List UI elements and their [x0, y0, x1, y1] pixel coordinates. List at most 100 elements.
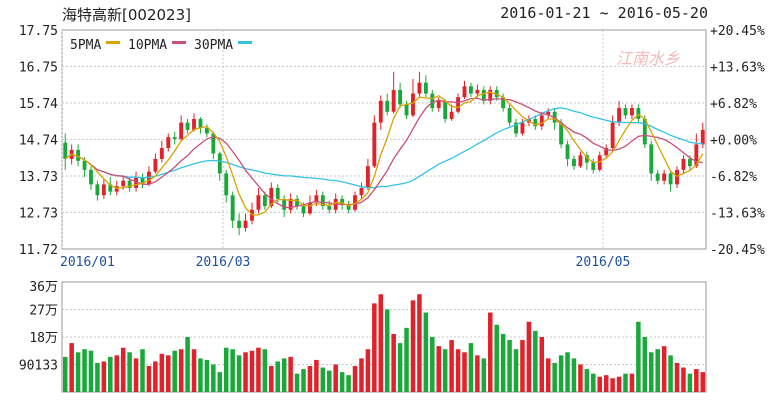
price-y-tick: 17.75: [19, 24, 58, 39]
candle-body: [546, 111, 551, 116]
volume-bar: [69, 343, 74, 392]
volume-bar: [230, 349, 235, 392]
volume-bar: [455, 349, 461, 392]
volume-bar: [488, 312, 493, 392]
candle-body: [494, 89, 499, 98]
candle-body: [365, 166, 370, 188]
candle-body: [76, 149, 81, 161]
candle-body: [172, 137, 177, 139]
price-y-tick: 13.73: [19, 170, 58, 185]
candle-body: [159, 148, 164, 159]
pct-y-tick: +13.63%: [710, 60, 765, 75]
volume-bar: [140, 349, 145, 392]
candle-body: [604, 148, 609, 156]
volume-bar: [423, 312, 429, 392]
candle-body: [243, 220, 248, 228]
volume-bar: [681, 367, 686, 392]
volume-bar: [391, 333, 396, 392]
legend-swatch: [238, 41, 252, 44]
volume-bar: [178, 349, 184, 392]
candle-body: [423, 82, 428, 94]
volume-bar: [146, 366, 152, 392]
volume-bar: [384, 309, 390, 392]
volume-bar: [584, 369, 590, 392]
volume-bar: [352, 366, 358, 392]
volume-bar: [62, 356, 68, 392]
volume-bar: [674, 362, 680, 392]
volume-bar: [223, 347, 229, 392]
candle-body: [147, 171, 151, 185]
volume-bar: [533, 330, 538, 392]
candle-body: [340, 198, 345, 205]
volume-bar: [520, 340, 525, 392]
volume-bar: [133, 358, 139, 392]
candle-body: [501, 97, 506, 109]
candle-body: [372, 122, 377, 167]
candle-body: [378, 100, 383, 123]
candle-body: [269, 187, 274, 207]
volume-bar: [603, 375, 609, 392]
candle-body: [192, 118, 196, 130]
candle-body: [514, 122, 518, 134]
volume-bar: [449, 340, 454, 392]
volume-bar: [500, 333, 506, 392]
candle-body: [327, 206, 332, 210]
volume-bar: [153, 361, 158, 392]
volume-bar: [191, 349, 197, 392]
volume-bar: [552, 362, 557, 392]
volume-bar: [700, 372, 706, 392]
candle-body: [655, 173, 660, 181]
volume-bar: [108, 356, 113, 392]
volume-bar: [307, 366, 313, 392]
volume-y-tick: 18万: [29, 331, 58, 346]
volume-bar: [281, 358, 287, 392]
x-date-label: 2016/01: [60, 255, 115, 270]
price-y-tick: 12.73: [19, 206, 58, 221]
candle-body: [597, 155, 602, 170]
volume-bar: [75, 352, 81, 392]
pct-y-tick: +0.00%: [710, 133, 757, 148]
volume-bar: [623, 373, 628, 392]
price-y-tick: 11.72: [19, 243, 58, 258]
volume-bar: [185, 337, 190, 392]
volume-bar: [275, 361, 280, 392]
price-y-tick: 15.74: [19, 97, 58, 112]
legend-10pma: 10PMA: [128, 38, 167, 53]
candle-body: [282, 198, 287, 210]
candle-body: [430, 93, 435, 109]
candle-body: [539, 115, 544, 127]
volume-bar: [558, 355, 564, 392]
ma5-line: [64, 91, 704, 216]
candle-body: [469, 86, 473, 94]
stock-title: 海特高新[002023]: [62, 6, 191, 24]
candle-body: [198, 118, 203, 129]
date-range: 2016-01-21 ~ 2016-05-20: [500, 4, 708, 22]
volume-y-tick: 36万: [29, 280, 58, 295]
volume-bar: [513, 349, 519, 392]
volume-bar: [417, 294, 422, 392]
candle-body: [475, 89, 480, 94]
candle-body: [462, 86, 467, 98]
volume-bar: [610, 378, 615, 392]
volume-bar: [82, 349, 87, 392]
candle-body: [572, 158, 576, 167]
candle-body: [411, 93, 415, 116]
candle-body: [288, 198, 293, 210]
watermark-text: 江南水乡: [616, 49, 680, 68]
volume-bar: [655, 349, 660, 392]
volume-bar: [687, 373, 693, 392]
candle-body: [436, 100, 441, 109]
candle-body: [108, 184, 113, 192]
candle-body: [95, 184, 100, 196]
volume-bar: [539, 337, 545, 392]
candle-body: [353, 195, 357, 210]
candle-body: [507, 108, 512, 123]
volume-bar: [649, 352, 654, 392]
candle-body: [398, 89, 403, 105]
candle-body: [82, 160, 87, 170]
legend-5pma: 5PMA: [70, 38, 101, 53]
volume-bar: [88, 350, 94, 392]
volume-bar: [475, 355, 480, 392]
candle-body: [449, 111, 454, 119]
candle-body: [237, 220, 242, 228]
